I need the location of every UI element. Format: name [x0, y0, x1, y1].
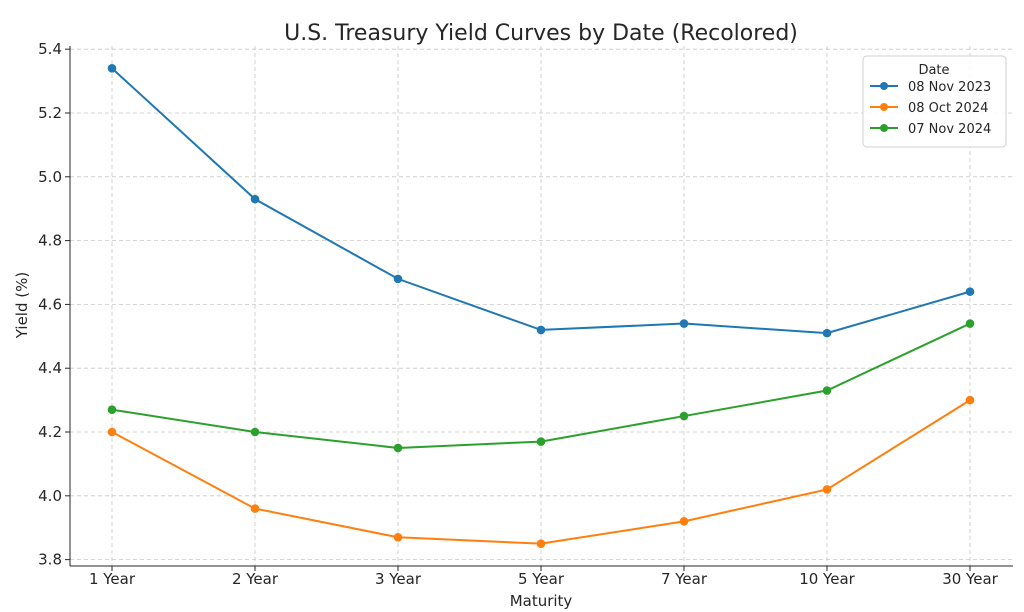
axes-layer: 1 Year 2 Year 3 Year 5 Year 7 Year 10 Year 30 … — [38, 40, 1013, 588]
grid-layer — [70, 46, 1013, 566]
legend-title: Date — [918, 63, 949, 78]
data-point — [536, 539, 546, 548]
data-point — [965, 287, 975, 296]
data-point — [965, 395, 975, 405]
series-0 — [107, 64, 975, 338]
x-tick-label: 30 Year — [942, 570, 998, 588]
legend-label: 07 Nov 2024 — [908, 122, 991, 137]
y-tick-label: 4.8 — [38, 232, 62, 250]
x-tick-label: 10 Year — [799, 570, 855, 588]
data-point — [107, 64, 117, 73]
y-tick-label: 3.8 — [38, 551, 62, 569]
x-tick-label: 2 Year — [232, 570, 279, 588]
data-point — [822, 328, 832, 338]
x-tick-label: 1 Year — [89, 570, 136, 588]
data-point — [679, 517, 689, 526]
data-point — [393, 443, 403, 453]
data-point — [393, 532, 403, 542]
data-point — [822, 386, 832, 395]
x-tick-label: 7 Year — [661, 570, 708, 588]
data-point — [536, 437, 546, 446]
legend-box — [862, 55, 1007, 148]
data-point — [393, 274, 403, 284]
y-tick-label: 4.0 — [38, 487, 62, 505]
x-axis-label: Maturity — [510, 592, 573, 610]
y-tick-label: 4.4 — [38, 359, 62, 377]
data-point — [107, 427, 117, 437]
legend-swatch-marker — [880, 124, 888, 132]
x-tick-label: 5 Year — [518, 570, 565, 588]
chart-title: U.S. Treasury Yield Curves by Date (Reco… — [284, 21, 798, 46]
legend-label: 08 Oct 2024 — [908, 101, 988, 116]
data-point — [250, 504, 260, 513]
data-point — [679, 411, 689, 421]
y-tick-label: 5.4 — [38, 40, 62, 58]
legend-swatch-marker — [880, 103, 888, 111]
y-tick-label: 4.6 — [38, 295, 62, 313]
data-point — [250, 194, 260, 204]
series-layer — [107, 64, 975, 548]
data-point — [822, 485, 832, 494]
y-tick-label: 5.0 — [38, 168, 62, 186]
legend: Date 08 Nov 2023 08 Oct 2024 07 Nov 2024 — [862, 55, 1007, 148]
series-1 — [107, 395, 975, 548]
y-axis-label: Yield (%) — [13, 272, 31, 339]
legend-label: 08 Nov 2023 — [908, 80, 991, 95]
data-point — [679, 319, 689, 328]
data-point — [107, 405, 117, 414]
labels-layer: U.S. Treasury Yield Curves by Date (Reco… — [13, 21, 798, 610]
x-tick-label: 3 Year — [375, 570, 422, 588]
y-tick-label: 5.2 — [38, 104, 62, 122]
data-point — [965, 319, 975, 328]
data-point — [536, 325, 546, 335]
legend-swatch-marker — [880, 82, 888, 90]
series-2 — [107, 319, 975, 453]
data-point — [250, 427, 260, 437]
y-tick-label: 4.2 — [38, 423, 62, 441]
